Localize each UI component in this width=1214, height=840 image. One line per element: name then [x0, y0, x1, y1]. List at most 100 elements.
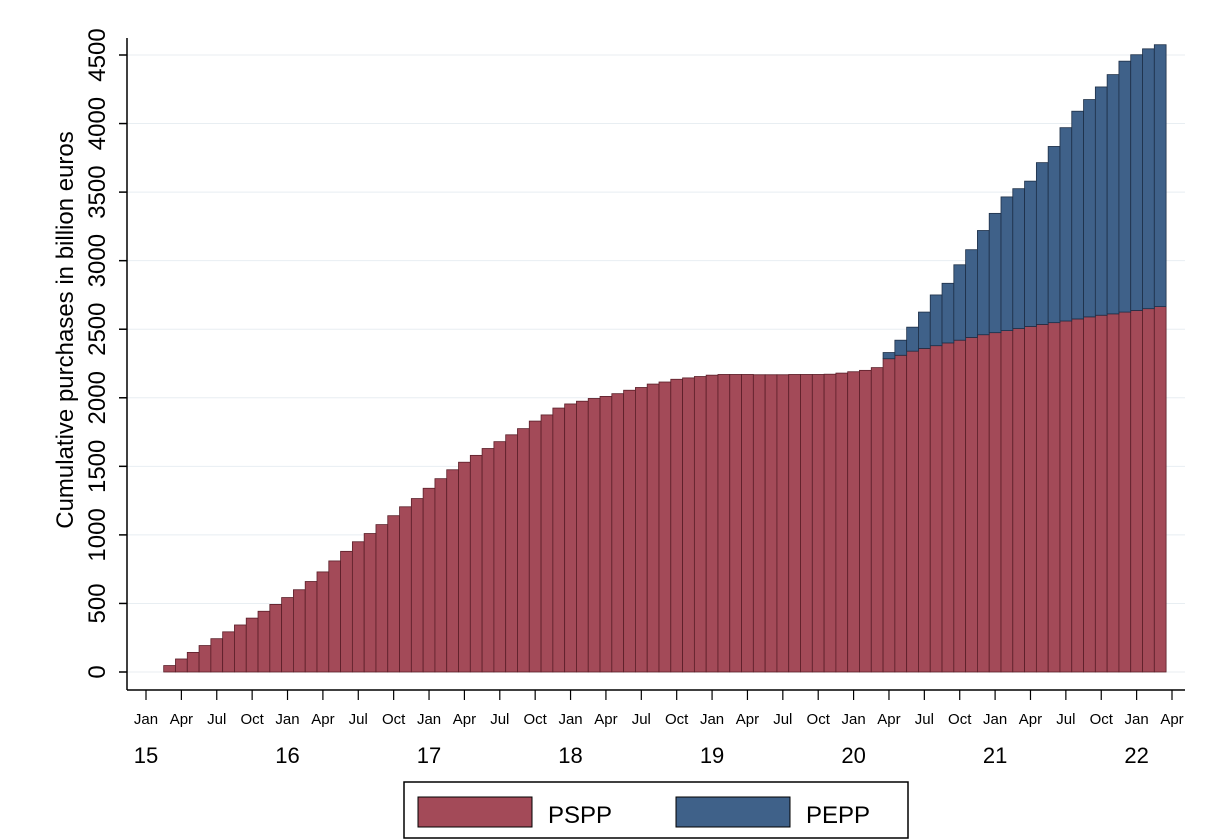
bar-pspp [458, 461, 471, 673]
bar-pspp [658, 381, 672, 673]
y-tick-label: 2500 [84, 303, 111, 356]
bar-pepp [894, 339, 908, 356]
legend: PSPP PEPP [403, 781, 909, 839]
x-month-label: Oct [240, 711, 264, 728]
x-month-label: Oct [665, 711, 689, 728]
bar-pspp [328, 560, 341, 673]
legend-label-pspp: PSPP [548, 802, 612, 829]
bar-pspp [1012, 328, 1025, 673]
x-month-label: Jul [773, 711, 792, 728]
bar-pspp [1153, 306, 1167, 673]
bar-pspp [800, 374, 813, 673]
bar-pspp [410, 498, 424, 673]
bar-pspp [340, 550, 353, 673]
x-year-label: 22 [1124, 743, 1148, 768]
bar-pepp [929, 294, 943, 347]
bar-pepp [918, 311, 931, 349]
bar-pspp [977, 334, 990, 673]
bar-pspp [210, 638, 224, 673]
y-tick-label: 500 [84, 583, 111, 623]
bar-pspp [670, 378, 683, 673]
bar-pspp [929, 345, 943, 673]
bar-pspp [1024, 326, 1037, 673]
bar-pspp [245, 617, 259, 673]
x-month-label: Oct [382, 711, 406, 728]
bar-pspp [741, 374, 754, 673]
y-tick-label: 3000 [84, 234, 111, 287]
bar-pspp [222, 631, 235, 673]
bar-pspp [835, 372, 849, 673]
y-axis-label: Cumulative purchases in billion euros [52, 131, 79, 529]
bar-pspp [717, 374, 731, 673]
bar-pspp [446, 469, 459, 673]
x-year-label: 17 [417, 743, 441, 768]
bar-pspp [540, 414, 554, 673]
x-month-label: Oct [524, 711, 548, 728]
bar-pspp [257, 610, 271, 673]
x-year-label: 20 [841, 743, 865, 768]
axes [126, 38, 1185, 691]
bar-pspp [1118, 311, 1132, 673]
bar-pspp [387, 515, 400, 673]
bar-pspp [469, 454, 483, 673]
bar-pspp [234, 624, 247, 673]
bar-pspp [493, 441, 507, 673]
x-month-label: Apr [1019, 711, 1042, 728]
legend-label-pepp: PEPP [806, 802, 870, 829]
bar-pspp [1083, 316, 1096, 673]
bar-pspp [918, 348, 931, 673]
x-month-label: Apr [877, 711, 900, 728]
bar-pspp [646, 383, 660, 673]
bar-pspp [693, 376, 707, 673]
bar-pspp [434, 478, 448, 673]
bar-pspp [682, 377, 695, 673]
bar-pspp [823, 373, 837, 673]
bar-pepp [1130, 54, 1143, 311]
y-tick-label: 4000 [84, 97, 111, 150]
bar-pspp [752, 374, 766, 673]
bar-pspp [764, 374, 778, 673]
x-month-label: Jul [207, 711, 226, 728]
x-month-label: Apr [1160, 711, 1183, 728]
x-month-label: Jan [1125, 711, 1149, 728]
bar-pspp [906, 350, 919, 673]
bar-pepp [906, 326, 919, 352]
bar-pepp [941, 282, 955, 344]
legend-swatch-pspp [417, 796, 533, 828]
x-tick-labels: Jan Apr Jul Oct Jan Apr Jul Oct Jan Apr Jul Oct Jan A… [134, 690, 1184, 768]
y-tick-labels: 0 500 1000 1500 2000 2500 3000 3500 4000 4500 [84, 28, 127, 679]
bar-pspp [481, 448, 495, 673]
bar-pepp [882, 352, 896, 360]
bar-pspp [882, 358, 896, 673]
bar-pepp [988, 212, 1002, 334]
x-year-label: 15 [134, 743, 158, 768]
bar-pspp [351, 541, 365, 673]
bar-pepp [965, 249, 978, 338]
bar-pspp [564, 403, 577, 673]
bar-pspp [847, 371, 860, 673]
y-tick-label: 3500 [84, 165, 111, 218]
bar-pspp [1106, 313, 1120, 673]
y-tick-label: 1000 [84, 508, 111, 561]
bar-pspp [705, 374, 719, 673]
bar-pspp [1000, 330, 1014, 673]
bar-pspp [281, 597, 294, 673]
x-month-label: Apr [453, 711, 476, 728]
bar-pspp [517, 428, 530, 673]
bar-pspp [635, 387, 648, 673]
x-month-label: Jul [490, 711, 509, 728]
bar-pepp [1118, 60, 1132, 313]
bar-pspp [729, 374, 742, 673]
x-month-label: Jan [417, 711, 441, 728]
bar-pepp [1012, 188, 1025, 329]
bar-pspp [505, 434, 518, 673]
bar-pepp [1047, 146, 1061, 324]
bar-pspp [611, 393, 625, 673]
bar-pepp [1083, 99, 1096, 318]
bar-pspp [1035, 324, 1049, 673]
y-tick-label: 4500 [84, 28, 111, 81]
bar-pspp [953, 339, 967, 673]
bar-pepp [1000, 196, 1014, 331]
bar-pspp [316, 571, 330, 673]
